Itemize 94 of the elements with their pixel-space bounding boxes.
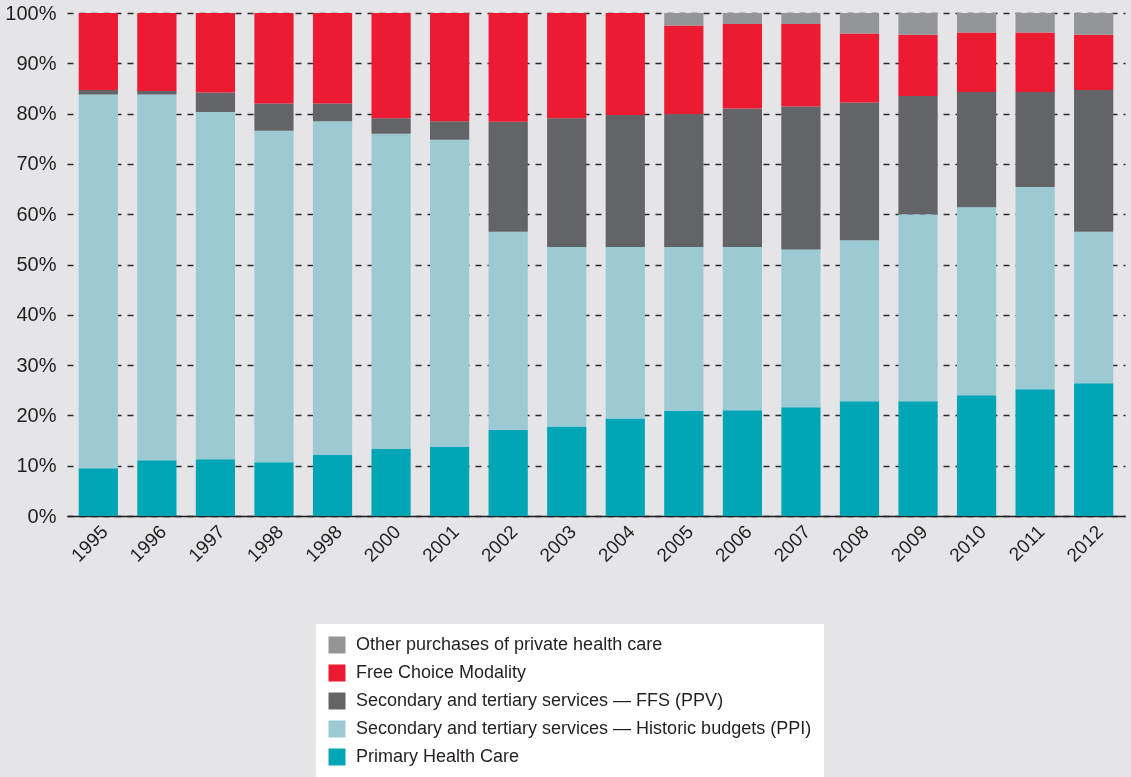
bar	[605, 418, 645, 516]
bar	[195, 92, 236, 113]
bar	[137, 94, 177, 461]
y-tick-label: 90%	[16, 51, 57, 74]
bar	[312, 103, 353, 122]
legend-label: Secondary and tertiary services — FFS (PPV)	[356, 690, 724, 710]
bar	[137, 460, 177, 516]
bar	[956, 207, 997, 396]
bar	[1074, 383, 1114, 516]
bar	[547, 426, 587, 516]
bar	[430, 139, 470, 448]
bar	[371, 133, 411, 450]
bar	[956, 91, 997, 208]
legend-label: Other purchases of private health care	[356, 634, 663, 654]
legend-label: Primary Health Care	[356, 746, 520, 766]
y-tick-label: 70%	[16, 152, 57, 175]
y-tick-label: 30%	[16, 353, 57, 376]
bar	[839, 401, 880, 516]
y-tick-label: 100%	[5, 1, 57, 24]
bar	[254, 462, 294, 516]
bar	[956, 13, 997, 33]
bar	[664, 246, 704, 411]
bar	[430, 447, 470, 516]
bar	[312, 121, 353, 455]
bar	[254, 13, 294, 104]
bar	[898, 13, 938, 35]
bar	[898, 34, 938, 96]
bar	[1074, 231, 1114, 384]
y-tick-label: 60%	[16, 202, 57, 225]
bar	[371, 449, 411, 516]
bar	[664, 25, 704, 115]
bar	[488, 429, 528, 516]
bar	[664, 410, 704, 516]
bar	[839, 240, 880, 402]
bar	[781, 407, 821, 516]
bar	[722, 24, 762, 109]
bar	[137, 13, 177, 91]
bar	[781, 13, 821, 25]
bar	[781, 106, 821, 250]
bar	[839, 102, 880, 241]
bar	[371, 118, 411, 134]
bar	[195, 459, 236, 516]
bar	[781, 24, 821, 107]
legend-label: Secondary and tertiary services — Historic budgets (PPI)	[356, 718, 812, 738]
bar	[898, 401, 938, 516]
bar	[1074, 13, 1114, 35]
bar	[898, 96, 938, 215]
bar	[371, 13, 411, 119]
bar	[78, 94, 118, 469]
bar	[898, 214, 938, 402]
bar	[195, 13, 236, 93]
bar	[605, 246, 645, 419]
bar	[605, 13, 645, 116]
bar	[430, 121, 470, 140]
bar	[547, 13, 587, 119]
bar	[488, 231, 528, 430]
bar	[1074, 34, 1114, 90]
bar	[1015, 187, 1055, 390]
bar	[605, 115, 645, 247]
bar	[664, 114, 704, 247]
bar	[547, 118, 587, 247]
bar	[839, 13, 880, 34]
bar	[312, 454, 353, 516]
bar	[1015, 32, 1055, 92]
bar	[430, 13, 470, 122]
bar	[1015, 389, 1055, 516]
y-tick-label: 10%	[16, 454, 57, 477]
bar	[254, 103, 294, 131]
bar	[722, 108, 762, 247]
bar	[1015, 13, 1055, 33]
bar	[956, 395, 997, 516]
bar	[488, 121, 528, 232]
bar	[254, 130, 294, 463]
bar	[312, 13, 353, 104]
y-tick-label: 80%	[16, 102, 57, 125]
bar	[195, 112, 236, 460]
bar	[664, 13, 704, 26]
bar	[78, 13, 118, 90]
bar	[1015, 91, 1055, 188]
bar	[722, 410, 762, 516]
bar	[956, 32, 997, 92]
bar	[78, 468, 118, 516]
y-tick-label: 40%	[16, 303, 57, 326]
y-tick-label: 50%	[16, 253, 57, 275]
bar	[839, 33, 880, 103]
bar	[547, 246, 587, 427]
bar	[722, 246, 762, 411]
bar	[781, 249, 821, 408]
y-tick-label: 0%	[27, 504, 57, 527]
bar	[722, 13, 762, 25]
y-tick-label: 20%	[16, 403, 57, 426]
bar	[1074, 89, 1114, 232]
bar	[488, 13, 528, 122]
legend-label: Free Choice Modality	[356, 662, 527, 682]
